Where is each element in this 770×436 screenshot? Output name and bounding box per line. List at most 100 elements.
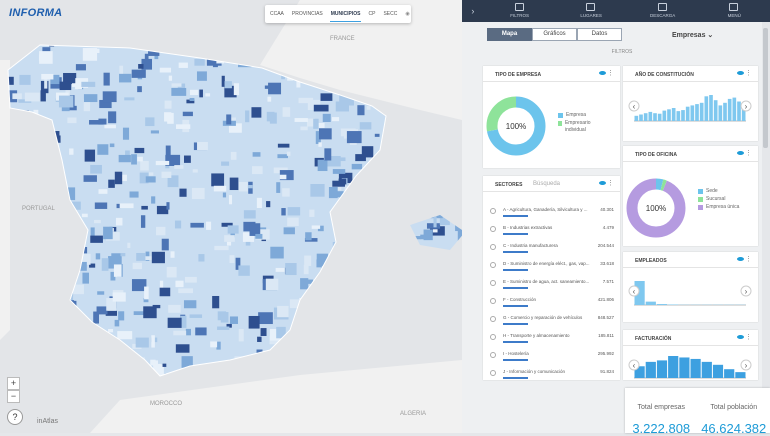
bar [723,103,727,121]
handle-icon: ‹ [633,287,636,296]
collapse[interactable]: › [462,0,484,22]
slider-handle[interactable]: ‹ [629,101,639,111]
level-tab[interactable]: CCAA [269,7,285,21]
radio [490,226,496,232]
section-title: FILTROS [600,49,644,55]
visibility-toggle[interactable] [737,335,744,339]
bar [714,100,718,121]
bar [657,304,667,305]
visibility-toggle[interactable] [599,71,606,75]
filter-card: AÑO DE CONSTITUCIÓN ⋮ ‹ › [623,66,758,141]
map-label: ALGERIA [400,411,426,417]
bar [713,365,723,378]
legend-item: Sucursal [698,196,743,203]
sector-row[interactable]: E - Suministro de agua, act. saneamiento… [488,275,614,294]
sector-row[interactable]: A - Agricultura, Ganadería, Silvicultura… [488,203,614,222]
bar [691,359,701,378]
bar-chart: ‹› [624,352,756,388]
visibility-toggle[interactable] [737,151,744,155]
level-tab[interactable]: PROVINCIAS [291,7,324,21]
slider-handle[interactable]: › [741,286,751,296]
sector-bar [503,377,528,379]
radio [490,370,496,376]
card-title: AÑO DE CONSTITUCIÓN [635,72,694,78]
map: FRANCE PORTUGAL MOROCCO ALGERIA [0,0,462,433]
bar [672,108,676,121]
nav-item[interactable]: DESCARGA [627,0,699,22]
legend-item: Empresa única [698,204,743,211]
card-menu[interactable]: ⋮ [745,149,752,157]
slider-handle[interactable]: ‹ [629,360,639,370]
slider-handle[interactable]: ‹ [629,286,639,296]
sector-count: 295.992 [598,351,614,356]
card-menu[interactable]: ⋮ [745,255,752,263]
search-input[interactable]: Búsqueda [533,181,560,187]
slider-handle[interactable]: › [741,101,751,111]
card-menu[interactable]: ⋮ [607,69,614,77]
bar [679,357,689,378]
sector-count: 33.618 [600,261,614,266]
nav-item[interactable]: FILTROS [484,0,556,22]
bar [657,360,667,378]
view-tab[interactable]: Datos [577,28,622,41]
legend-swatch [698,197,703,202]
locate-icon[interactable]: ◉ [404,7,410,21]
radio [490,316,496,322]
legend-swatch [558,121,562,126]
nav-item[interactable]: MENÚ [698,0,770,22]
slider-handle[interactable]: › [741,360,751,370]
legend-label: Empresario individual [565,120,603,134]
sector-bar [503,215,528,217]
logo[interactable]: INFORMA [9,7,62,19]
zoom-out[interactable]: − [7,390,20,403]
help-button[interactable]: ? [7,409,23,425]
sector-count: 7.571 [603,279,614,284]
sector-count: 848.527 [598,315,614,320]
visibility-toggle[interactable] [737,71,744,75]
view-tab[interactable]: Mapa [487,28,532,41]
sector-row[interactable]: D - Suministro de energía eléct., gas, v… [488,257,614,276]
legend-item: Sede [698,188,743,195]
level-tab[interactable]: MUNICIPIOS [330,7,362,22]
radio [490,208,496,214]
radio [490,262,496,268]
card-menu[interactable]: ⋮ [745,333,752,341]
card-menu[interactable]: ⋮ [745,69,752,77]
sector-label: F - Construcción [503,297,536,302]
nav-item[interactable]: LUGARES [555,0,627,22]
view-tab[interactable]: Gráficos [532,28,577,41]
nav-label: FILTROS [510,13,529,18]
card-menu[interactable]: ⋮ [607,179,614,187]
sector-count: 4.479 [603,225,614,230]
visibility-toggle[interactable] [599,181,606,185]
handle-icon: ‹ [633,361,636,370]
bar [709,95,713,121]
scrollbar[interactable] [763,28,768,148]
bar [700,103,704,121]
card-divider [483,191,620,192]
entity-select[interactable]: Empresas ⌄ [672,31,713,39]
zoom-in[interactable]: + [7,377,20,390]
donut-chart: 100% [625,177,687,239]
nav-label: LUGARES [580,13,602,18]
legend-swatch [558,113,563,118]
visibility-toggle[interactable] [737,257,744,261]
bar [719,105,723,121]
legend-item: Empresario individual [558,120,603,134]
level-tab[interactable]: SECC [382,7,398,21]
total-label: Total población [698,396,770,411]
level-tab[interactable]: CP [367,7,376,21]
